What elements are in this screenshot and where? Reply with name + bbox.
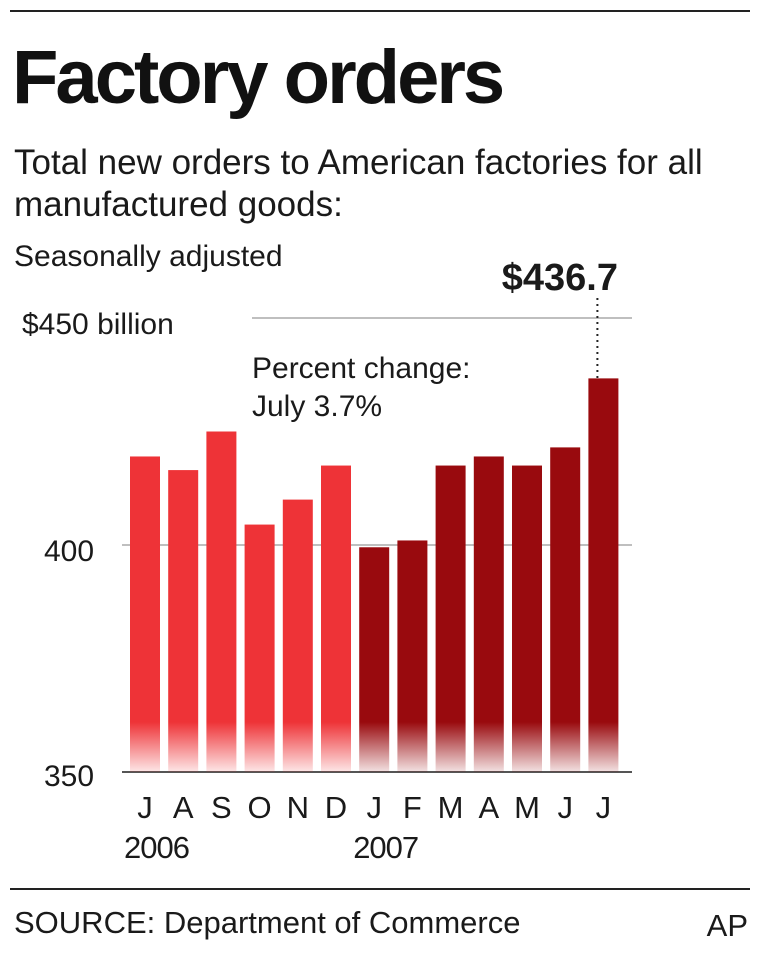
chart-title: Factory orders [12,35,505,120]
bar-fade [588,722,619,772]
x-tick-label-7: F [403,790,422,825]
bar-3 [244,524,275,772]
chart-subtitle: Total new orders to American factories f… [14,143,703,224]
ap-credit: AP [706,908,748,943]
source-note: SOURCE: Department of Commerce [14,905,521,940]
bar-body [473,456,504,722]
bar-1 [168,470,199,772]
x-tick-label-1: A [173,790,194,825]
x-tick-label-5: D [325,790,347,825]
bar-fade [244,722,275,772]
bar-6 [359,547,390,772]
bar-fade [473,722,504,772]
x-tick-label-11: J [557,790,573,825]
x-tick-label-6: J [366,790,382,825]
bar-body [168,470,199,722]
y-tick-label-450: $450 billion [22,308,174,341]
percent-change-label: Percent change: [252,352,470,385]
bar-body [206,431,237,722]
bar-fade [550,722,581,772]
bar-body [130,456,160,722]
bar-11 [550,447,581,772]
bar-body [550,447,581,722]
bar-2 [206,431,237,772]
bar-0 [130,456,160,772]
bar-body [512,465,542,722]
top-rule [10,10,750,12]
bar-fade [282,722,313,772]
x-tick-label-3: O [248,790,272,825]
x-tick-label-8: M [438,790,464,825]
y-tick-label-350: 350 [44,760,94,793]
bar-4 [282,499,313,772]
bar-9 [473,456,504,772]
bar-fade [397,722,428,772]
bar-fade [435,722,466,772]
bar-body [321,465,351,722]
x-tick-label-4: N [287,790,309,825]
bar-fade [130,722,160,772]
seasonal-note: Seasonally adjusted [14,240,283,273]
bar-7 [397,540,428,772]
bar-body [244,524,275,722]
bar-10 [512,465,542,772]
bar-body [435,465,466,722]
bar-body [397,540,428,722]
x-tick-label-10: M [514,790,540,825]
bar-8 [435,465,466,772]
bar-body [588,378,619,722]
bar-body [282,499,313,722]
year-label-2007: 2007 [353,830,418,865]
x-tick-label-2: S [211,790,232,825]
bottom-rule [10,888,750,890]
bar-12 [588,378,619,772]
x-tick-label-0: J [137,790,153,825]
bar-5 [321,465,351,772]
bar-fade [206,722,237,772]
last-value-label: $436.7 [502,257,618,299]
bar-fade [359,722,390,772]
bar-body [359,547,390,722]
year-label-2006: 2006 [124,830,189,865]
bar-fade [321,722,351,772]
x-tick-label-9: A [478,790,499,825]
percent-change-value: July 3.7% [252,390,382,423]
y-tick-label-400: 400 [44,535,94,568]
bar-fade [512,722,542,772]
bar-fade [168,722,199,772]
x-tick-label-12: J [596,790,612,825]
